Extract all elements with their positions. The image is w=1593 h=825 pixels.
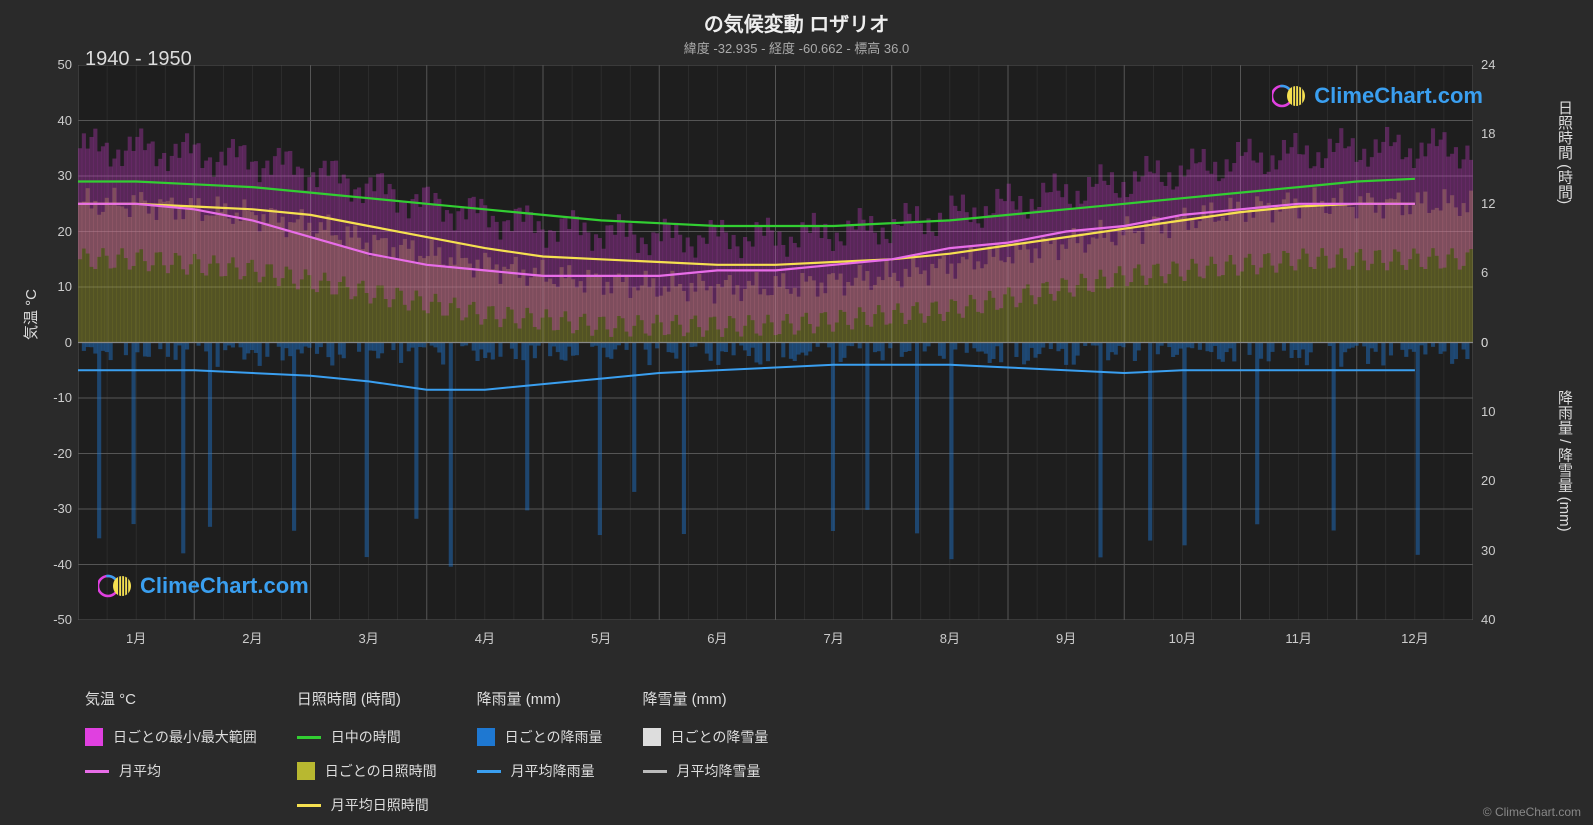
legend-header: 降雨量 (mm) xyxy=(477,688,603,709)
legend-label: 日中の時間 xyxy=(331,727,401,747)
legend-line-icon xyxy=(297,804,321,807)
y-left-tick: -10 xyxy=(53,390,72,405)
legend-header: 気温 °C xyxy=(85,688,257,709)
y-axis-right-top-label: 日照時間 (時間) xyxy=(1554,100,1575,204)
x-tick: 2月 xyxy=(242,628,262,647)
y-right-bottom-tick: 30 xyxy=(1481,543,1495,558)
legend-item: 日ごとの最小/最大範囲 xyxy=(85,727,257,747)
x-tick: 1月 xyxy=(126,628,146,647)
y-right-bottom-tick: 20 xyxy=(1481,473,1495,488)
y-axis-right-bottom-label: 降雨量 / 降雪量 (mm) xyxy=(1554,390,1575,532)
y-left-tick: 50 xyxy=(58,57,72,72)
legend-header: 降雪量 (mm) xyxy=(643,688,769,709)
y-axis-left-label: 気温 °C xyxy=(20,289,41,340)
x-tick: 3月 xyxy=(359,628,379,647)
brand-text: ClimeChart.com xyxy=(1314,83,1483,109)
legend-swatch-icon xyxy=(477,728,495,746)
chart-title: の気候変動 ロザリオ xyxy=(0,8,1593,37)
chart-plot-area xyxy=(78,65,1473,620)
legend-label: 月平均降雪量 xyxy=(677,761,761,781)
legend-group: 気温 °C 日ごとの最小/最大範囲月平均 xyxy=(85,688,257,815)
legend-group: 降雨量 (mm) 日ごとの降雨量月平均降雨量 xyxy=(477,688,603,815)
legend-line-icon xyxy=(297,736,321,739)
legend-item: 日ごとの降雪量 xyxy=(643,727,769,747)
x-tick: 8月 xyxy=(940,628,960,647)
legend-header: 日照時間 (時間) xyxy=(297,688,437,709)
legend-label: 日ごとの降雪量 xyxy=(671,727,769,747)
y-left-tick: 40 xyxy=(58,113,72,128)
y-left-tick: 0 xyxy=(65,335,72,350)
y-right-top-tick: 24 xyxy=(1481,57,1495,72)
x-tick: 6月 xyxy=(707,628,727,647)
legend-label: 月平均 xyxy=(119,761,161,781)
legend-swatch-icon xyxy=(297,762,315,780)
watermark-bottom: ClimeChart.com xyxy=(98,572,309,600)
x-tick: 12月 xyxy=(1401,628,1428,647)
legend-item: 日ごとの日照時間 xyxy=(297,761,437,781)
legend-item: 月平均降雨量 xyxy=(477,761,603,781)
chart-svg xyxy=(78,65,1473,620)
legend-line-icon xyxy=(477,770,501,773)
legend-swatch-icon xyxy=(85,728,103,746)
legend-group: 日照時間 (時間) 日中の時間日ごとの日照時間月平均日照時間 xyxy=(297,688,437,815)
x-tick: 7月 xyxy=(824,628,844,647)
legend-line-icon xyxy=(85,770,109,773)
y-left-tick: -50 xyxy=(53,612,72,627)
legend-swatch-icon xyxy=(643,728,661,746)
y-right-top-tick: 6 xyxy=(1481,265,1488,280)
y-right-bottom-tick: 40 xyxy=(1481,612,1495,627)
y-right-top-tick: 18 xyxy=(1481,126,1495,141)
legend-item: 月平均日照時間 xyxy=(297,795,437,815)
x-tick: 4月 xyxy=(475,628,495,647)
y-right-bottom-tick: 10 xyxy=(1481,404,1495,419)
legend-item: 日ごとの降雨量 xyxy=(477,727,603,747)
x-tick: 11月 xyxy=(1285,628,1312,647)
legend-item: 月平均降雪量 xyxy=(643,761,769,781)
legend: 気温 °C 日ごとの最小/最大範囲月平均 日照時間 (時間) 日中の時間日ごとの日照時… xyxy=(85,688,1543,815)
y-left-tick: -40 xyxy=(53,557,72,572)
y-right-top-tick: 12 xyxy=(1481,196,1495,211)
legend-label: 月平均日照時間 xyxy=(331,795,429,815)
legend-label: 日ごとの最小/最大範囲 xyxy=(113,727,257,747)
legend-label: 月平均降雨量 xyxy=(511,761,595,781)
legend-item: 月平均 xyxy=(85,761,257,781)
brand-logo-icon xyxy=(98,572,132,600)
legend-group: 降雪量 (mm) 日ごとの降雪量月平均降雪量 xyxy=(643,688,769,815)
legend-line-icon xyxy=(643,770,667,773)
y-left-tick: 20 xyxy=(58,224,72,239)
brand-text: ClimeChart.com xyxy=(140,573,309,599)
y-left-tick: -30 xyxy=(53,501,72,516)
brand-logo-icon xyxy=(1272,82,1306,110)
copyright: © ClimeChart.com xyxy=(1483,805,1581,819)
legend-label: 日ごとの日照時間 xyxy=(325,761,437,781)
legend-label: 日ごとの降雨量 xyxy=(505,727,603,747)
y-left-tick: -20 xyxy=(53,446,72,461)
chart-subtitle: 緯度 -32.935 - 経度 -60.662 - 標高 36.0 xyxy=(0,38,1593,57)
legend-item: 日中の時間 xyxy=(297,727,437,747)
y-left-tick: 10 xyxy=(58,279,72,294)
x-tick: 5月 xyxy=(591,628,611,647)
x-tick: 9月 xyxy=(1056,628,1076,647)
x-tick: 10月 xyxy=(1169,628,1196,647)
y-right-bottom-tick: 0 xyxy=(1481,335,1488,350)
y-left-tick: 30 xyxy=(58,168,72,183)
watermark-top: ClimeChart.com xyxy=(1272,82,1483,110)
